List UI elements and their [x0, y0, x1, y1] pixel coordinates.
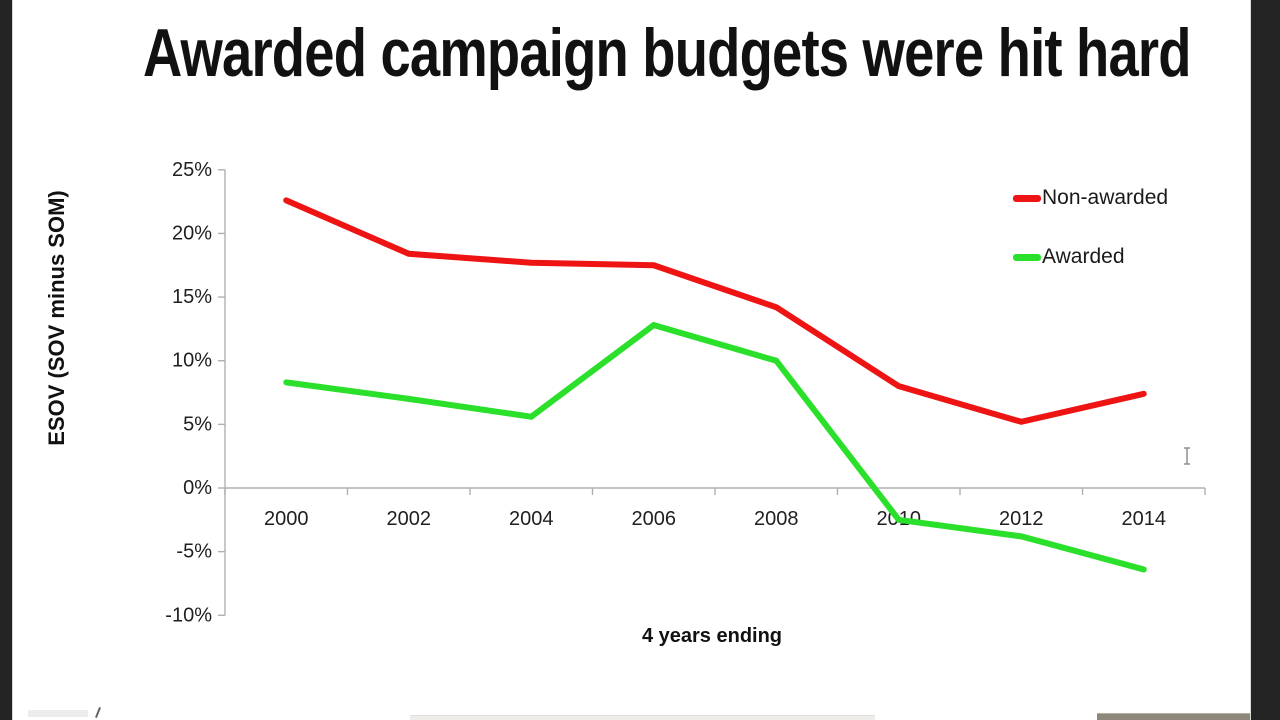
ibeam-cursor-icon: [1184, 447, 1190, 465]
legend-label-awarded: Awarded: [1042, 245, 1125, 268]
y-tick-label: -5%: [176, 541, 212, 563]
y-tick-label: 25%: [172, 159, 212, 181]
y-axis-title: ESOV (SOV minus SOM): [44, 190, 69, 445]
bottom-progress-bar-dark: [1097, 713, 1250, 720]
y-tick-label: -10%: [165, 604, 212, 626]
y-tick-label: 20%: [172, 222, 212, 244]
legend-item-non-awarded: Non-awarded: [1013, 186, 1169, 209]
x-tick-label: 2014: [1122, 508, 1167, 530]
letterbox-left: [0, 0, 13, 720]
series-line-awarded: [283, 321, 1147, 573]
x-tick-label: 2006: [632, 508, 677, 530]
x-tick-label: 2004: [509, 508, 554, 530]
x-tick-label: 2008: [754, 508, 799, 530]
bottom-left-artifact-rect: [28, 710, 88, 717]
legend-label-non-awarded: Non-awarded: [1042, 186, 1169, 209]
x-tick-label: 2012: [999, 508, 1044, 530]
bottom-progress-bar-light: [410, 715, 875, 720]
series-line-non-awarded: [283, 197, 1147, 425]
x-axis-title: 4 years ending: [642, 625, 782, 647]
x-tick-label: 2000: [264, 508, 309, 530]
letterbox-right: [1250, 0, 1280, 720]
y-tick-label: 10%: [172, 350, 212, 372]
legend-swatch-awarded: [1013, 253, 1041, 261]
x-tick-label: 2002: [387, 508, 432, 530]
y-tick-label: 0%: [183, 477, 212, 499]
y-tick-label: 15%: [172, 286, 212, 308]
legend-item-awarded: Awarded: [1013, 245, 1125, 268]
slide-title: Awarded campaign budgets were hit hard: [12, 14, 1250, 92]
legend-swatch-non-awarded: [1013, 194, 1041, 202]
y-tick-label: 5%: [183, 413, 212, 435]
slide-title-text: Awarded campaign budgets were hit hard: [142, 15, 1192, 91]
